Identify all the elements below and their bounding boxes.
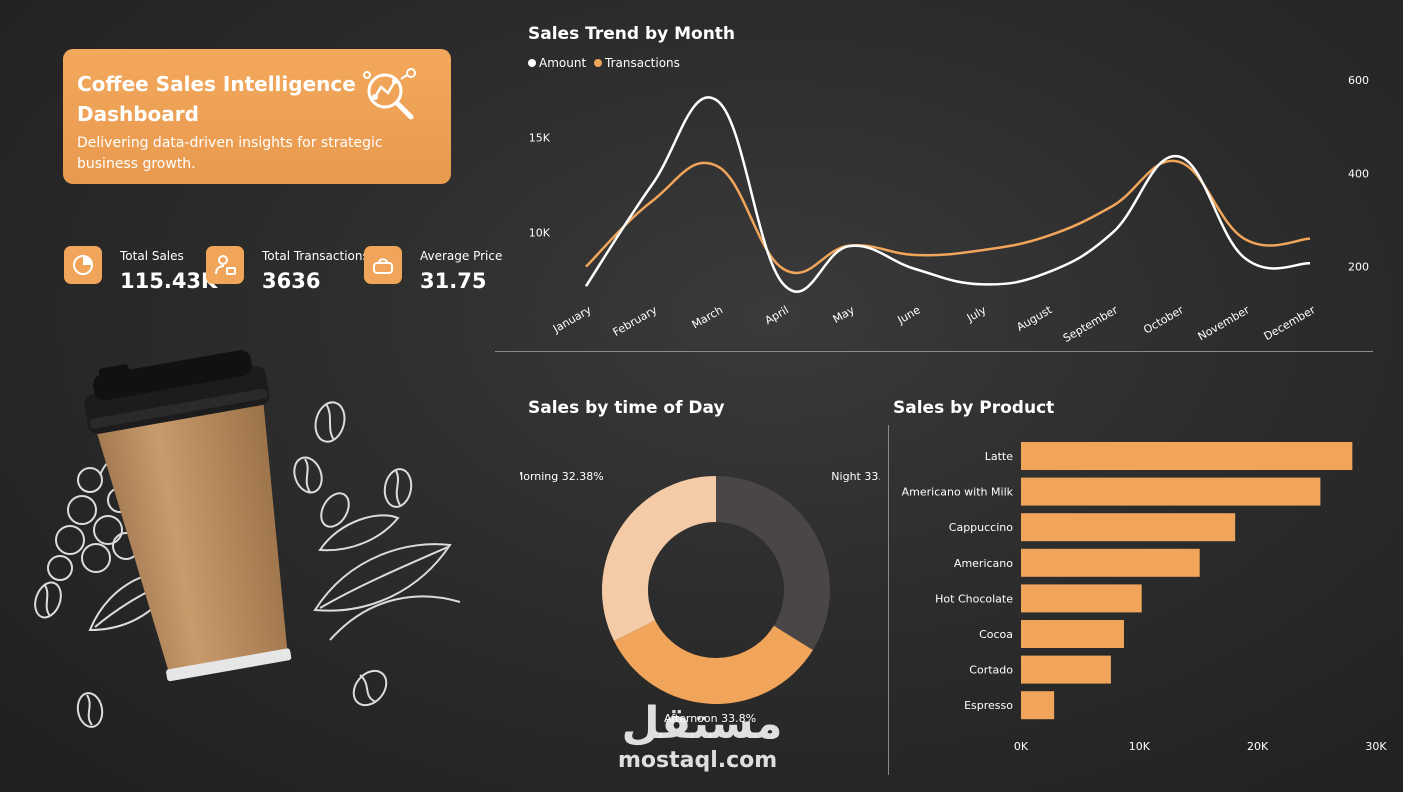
x-axis-tick-label: September — [1061, 303, 1121, 345]
mostaql-logo-watermark: مستقل — [622, 698, 783, 749]
kpi-total-transactions: Total Transactions 3636 — [206, 244, 369, 293]
right-axis-tick-label: 200 — [1348, 261, 1369, 274]
trend-title: Sales Trend by Month — [528, 24, 736, 44]
horizontal-divider — [495, 351, 1373, 352]
pie-chart-icon — [73, 255, 93, 275]
timeofday-title: Sales by time of Day — [528, 398, 725, 418]
legend-swatch-amount — [528, 59, 536, 67]
donut-slice-morning — [602, 476, 716, 641]
bar-americano — [1021, 548, 1200, 577]
donut-slice-afternoon — [614, 620, 813, 704]
bar-category-label: Cappuccino — [949, 521, 1013, 534]
kpi-average-price: Average Price 31.75 — [364, 244, 504, 293]
dashboard-subtitle: Delivering data-driven insights for stra… — [77, 135, 383, 172]
bar-category-label: Americano — [954, 557, 1013, 570]
bar-hot-chocolate — [1021, 584, 1142, 613]
bar-espresso — [1021, 691, 1055, 720]
bar-cappuccino — [1021, 513, 1236, 542]
kpi-value: 3636 — [262, 269, 321, 293]
x-axis-tick-label: February — [611, 303, 660, 339]
kpi-total-sales: Total Sales 115.43K — [64, 244, 217, 293]
kpi-label: Average Price — [420, 249, 503, 263]
title-card: Coffee Sales Intelligence Dashboard Deli… — [63, 49, 451, 184]
bar-category-label: Cortado — [969, 664, 1013, 677]
x-axis-tick-label: 0K — [1014, 740, 1029, 753]
left-axis-tick-label: 10K — [529, 227, 551, 240]
kpi-value: 31.75 — [420, 269, 487, 293]
bar-cortado — [1021, 655, 1111, 684]
kpi-value: 115.43K — [120, 269, 218, 293]
bar-category-label: Espresso — [964, 699, 1013, 712]
x-axis-tick-label: April — [763, 303, 791, 327]
left-axis-tick-label: 15K — [529, 131, 551, 144]
kpi-label: Total Sales — [120, 249, 184, 263]
x-axis-tick-label: June — [894, 303, 922, 327]
series-line-amount — [584, 96, 1311, 293]
x-axis-tick-label: December — [1262, 303, 1318, 343]
bar-americano-with-milk — [1021, 477, 1321, 506]
bar-category-label: Cocoa — [979, 628, 1013, 641]
basket-icon — [373, 258, 393, 274]
sales-trend-chart: Amount Transactions 10K 15K 200 400 600 Jan… — [528, 56, 1369, 345]
bar-latte — [1021, 442, 1353, 470]
bar-category-label: Hot Chocolate — [935, 592, 1013, 605]
legend-swatch-transactions — [594, 59, 602, 67]
x-axis-tick-label: August — [1014, 303, 1054, 334]
coffee-cup-illustration — [34, 350, 461, 728]
x-axis-tick-label: March — [690, 303, 726, 331]
x-axis-tick-label: 10K — [1129, 740, 1151, 753]
legend-label-transactions: Transactions — [604, 56, 680, 70]
x-axis-tick-label: 30K — [1365, 740, 1387, 753]
legend-label-amount: Amount — [539, 56, 586, 70]
dashboard-title: Coffee Sales Intelligence Dashboard — [77, 72, 356, 126]
right-axis-tick-label: 400 — [1348, 167, 1369, 180]
trend-legend: Amount Transactions — [528, 56, 680, 70]
sales-by-time-of-day-chart: Night 33.82% Afternoon 33.8% Morning 32.38… — [520, 470, 880, 725]
vertical-divider — [888, 425, 889, 775]
x-axis-tick-label: May — [831, 303, 858, 326]
analytics-magnifier-icon — [363, 68, 416, 120]
x-axis-tick-label: October — [1141, 303, 1186, 337]
donut-slice-night — [716, 476, 830, 650]
products-title: Sales by Product — [893, 398, 1055, 418]
bar-category-label: Latte — [985, 450, 1013, 463]
series-line-transactions — [585, 159, 1311, 275]
x-axis-tick-label: July — [964, 303, 989, 325]
x-axis-tick-label: January — [550, 303, 594, 336]
x-axis-tick-label: November — [1196, 303, 1252, 343]
right-axis-tick-label: 600 — [1348, 74, 1369, 87]
watermark-url: mostaql.com — [618, 748, 778, 773]
donut-label-night: Night 33.82% — [831, 470, 880, 483]
kpi-label: Total Transactions — [262, 249, 369, 263]
x-axis-tick-label: 20K — [1247, 740, 1269, 753]
sales-by-product-chart: Latte Americano with Milk Cappuccino Americ… — [902, 442, 1387, 753]
watermark-arabic: مستقل — [622, 698, 783, 749]
user-card-icon — [215, 255, 236, 275]
bar-cocoa — [1021, 620, 1124, 648]
bar-category-label: Americano with Milk — [902, 486, 1014, 499]
donut-label-afternoon: Afternoon 33.8% — [664, 712, 756, 725]
donut-label-morning: Morning 32.38% — [520, 470, 604, 483]
